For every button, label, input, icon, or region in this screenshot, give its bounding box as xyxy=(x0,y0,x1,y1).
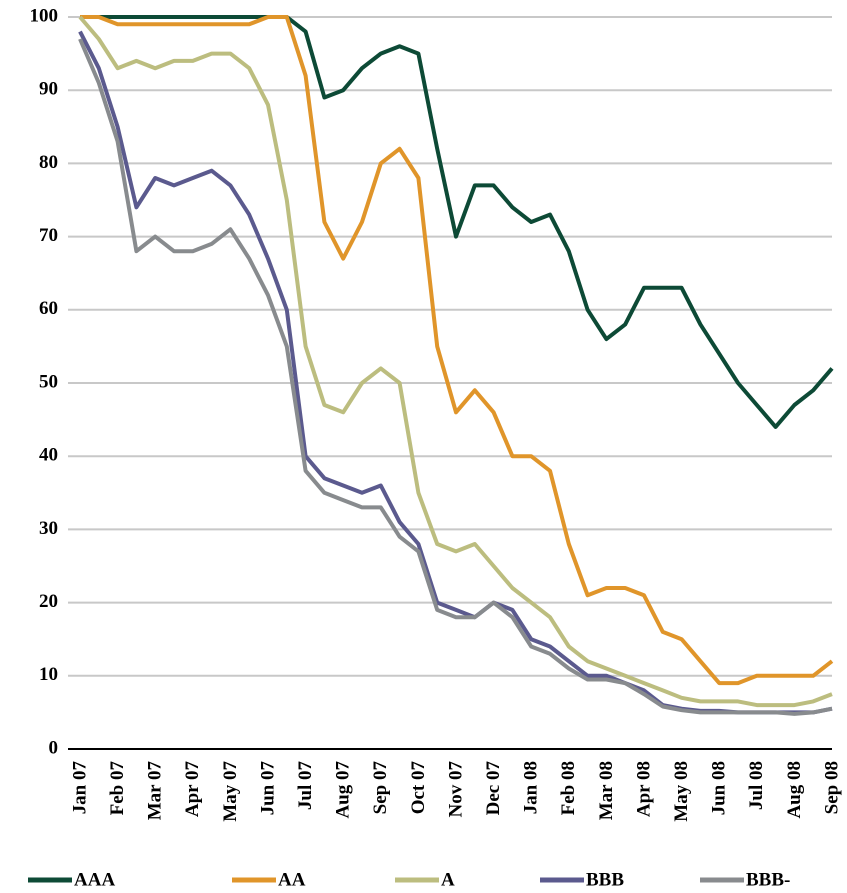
x-tick-label: Apr 07 xyxy=(182,761,203,818)
y-tick-label: 90 xyxy=(39,79,58,100)
line-series xyxy=(80,15,834,686)
x-tick-label: Feb 07 xyxy=(107,761,128,816)
x-tick-label: Jun 08 xyxy=(709,761,730,815)
x-tick-label: Sep 07 xyxy=(370,761,391,815)
legend-label: AAA xyxy=(74,869,115,890)
x-tick-label: Jul 07 xyxy=(295,761,316,811)
line-series xyxy=(78,38,833,716)
x-tick-label: Aug 07 xyxy=(333,761,354,819)
x-tick-label: Nov 07 xyxy=(445,761,466,818)
y-tick-label: 10 xyxy=(39,664,58,685)
x-tick-label: May 07 xyxy=(220,761,241,822)
y-tick-label: 80 xyxy=(39,152,58,173)
y-tick-label: 50 xyxy=(39,371,58,392)
x-tick-label: Oct 07 xyxy=(408,761,429,815)
legend-item: AAA xyxy=(28,869,115,890)
legend-label: AA xyxy=(278,869,306,890)
y-tick-label: 60 xyxy=(39,298,58,319)
legend-item: BBB xyxy=(540,869,624,890)
y-tick-label: 20 xyxy=(39,591,58,612)
legend-item: BBB- xyxy=(700,869,790,890)
x-tick-label: Aug 08 xyxy=(784,761,805,819)
x-tick-label: Mar 07 xyxy=(145,761,166,821)
legend-item: AA xyxy=(232,869,306,890)
x-tick-label: Jan 07 xyxy=(69,761,90,815)
y-tick-label: 100 xyxy=(30,5,59,26)
line-series xyxy=(80,15,834,429)
x-tick-label: Apr 08 xyxy=(633,761,654,817)
line-series xyxy=(78,30,833,715)
x-tick-label: Feb 08 xyxy=(558,761,579,815)
y-tick-label: 40 xyxy=(39,445,58,466)
x-tick-label: Jul 08 xyxy=(746,761,767,810)
legend-label: A xyxy=(441,869,455,890)
legend-label: BBB xyxy=(586,869,624,890)
line-series xyxy=(78,15,833,708)
legend-label: BBB- xyxy=(746,869,790,890)
x-tick-label: Jan 08 xyxy=(521,761,542,814)
x-tick-label: May 08 xyxy=(671,761,692,822)
x-tick-label: Jun 07 xyxy=(257,761,278,816)
y-tick-label: 0 xyxy=(49,737,59,758)
x-tick-label: Dec 07 xyxy=(483,761,504,816)
y-tick-label: 30 xyxy=(39,518,58,539)
x-tick-label: Mar 08 xyxy=(596,761,617,820)
legend-item: A xyxy=(395,869,455,890)
x-tick-label: Sep 08 xyxy=(821,761,842,814)
y-tick-label: 70 xyxy=(39,225,58,246)
